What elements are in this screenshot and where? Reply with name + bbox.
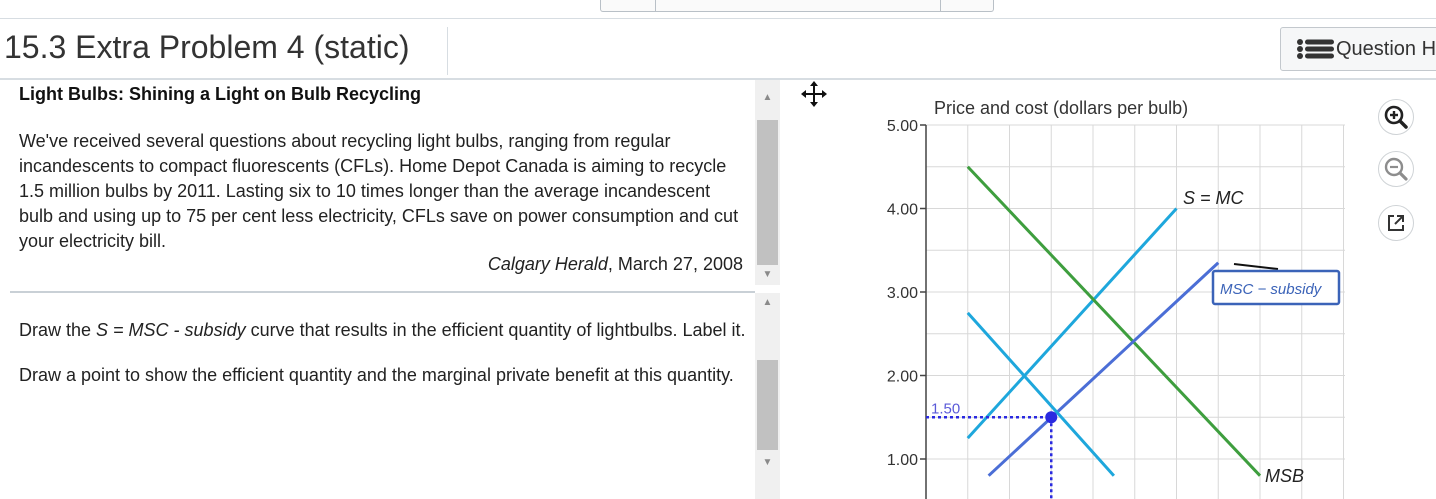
instruction-1-curve: S = MSC - subsidy	[96, 320, 246, 340]
efficient-point	[1045, 411, 1058, 424]
top-nav-control[interactable]	[600, 0, 994, 12]
instruction-1-before: Draw the	[19, 320, 97, 340]
list-icon	[1297, 39, 1334, 59]
y-tick-label: 2.00	[887, 369, 918, 386]
scroll-up-icon[interactable]: ▲	[762, 297, 773, 308]
zoom-out-icon	[1384, 157, 1408, 181]
zoom-in-icon	[1384, 105, 1408, 129]
scroll-up-icon[interactable]: ▲	[762, 92, 773, 103]
question-help-label: Question H	[1336, 38, 1436, 60]
instruction-2: Draw a point to show the efficient quant…	[19, 365, 734, 385]
series-label-s-mc: S = MC	[1183, 188, 1245, 208]
page-title: 15.3 Extra Problem 4 (static)	[4, 29, 410, 65]
pane-divider[interactable]	[10, 291, 755, 293]
zoom-in-button[interactable]	[1378, 99, 1414, 135]
instruction-1: Draw the S = MSC - subsidy curve that re…	[19, 318, 749, 343]
zoom-out-button[interactable]	[1378, 151, 1414, 187]
series-label-msb: MSB	[1265, 466, 1304, 486]
scroll-thumb[interactable]	[757, 120, 778, 265]
label-box-msc-subsidy	[1211, 269, 1341, 306]
instructions-scrollbar[interactable]: ▲ ▼	[755, 293, 780, 499]
article-panel: Light Bulbs: Shining a Light on Bulb Rec…	[10, 80, 755, 290]
move-icon[interactable]	[800, 80, 828, 108]
y-tick-label: 3.00	[887, 285, 918, 302]
series-line	[987, 261, 1220, 477]
divider	[940, 0, 941, 11]
graph-panel[interactable]: Price and cost (dollars per bulb) 5.00 4.0…	[800, 80, 1436, 499]
series-label-msc-subsidy: MSC − subsidy	[1220, 281, 1323, 298]
scroll-down-icon[interactable]: ▼	[762, 269, 773, 280]
scroll-thumb[interactable]	[757, 360, 778, 450]
y-tick-label: 5.00	[887, 118, 918, 135]
scroll-down-icon[interactable]: ▼	[762, 457, 773, 468]
top-toolbar-strip	[0, 0, 1436, 19]
article-scrollbar[interactable]: ▲ ▼	[755, 80, 780, 285]
instruction-1-after: curve that results in the efficient quan…	[245, 320, 746, 340]
series-line	[966, 207, 1178, 440]
question-help-button[interactable]: Question H	[1280, 27, 1436, 71]
popout-icon	[1388, 215, 1404, 231]
label-leader-line	[1233, 263, 1279, 270]
point-value-label: 1.50	[931, 400, 960, 417]
y-tick-label: 4.00	[887, 202, 918, 219]
series-line	[966, 311, 1115, 477]
y-axis-label: Price and cost (dollars per bulb)	[934, 98, 1188, 118]
instructions-panel: Draw the S = MSC - subsidy curve that re…	[19, 318, 749, 408]
divider	[655, 0, 656, 11]
article-body: We've received several questions about r…	[19, 131, 739, 251]
popout-button[interactable]	[1378, 205, 1414, 241]
title-separator	[447, 27, 448, 75]
series-line	[966, 165, 1262, 477]
source-publication: Calgary Herald	[487, 254, 608, 274]
title-bar: 15.3 Extra Problem 4 (static) Question H	[0, 19, 1436, 80]
article-heading: Light Bulbs: Shining a Light on Bulb Rec…	[19, 84, 421, 104]
article-citation: Calgary Herald, March 27, 2008	[488, 254, 743, 275]
y-tick-label: 1.00	[887, 452, 918, 469]
source-date: , March 27, 2008	[607, 254, 743, 274]
chart[interactable]: Price and cost (dollars per bulb) 5.00 4.0…	[800, 80, 1360, 499]
left-pane: Light Bulbs: Shining a Light on Bulb Rec…	[0, 80, 780, 499]
